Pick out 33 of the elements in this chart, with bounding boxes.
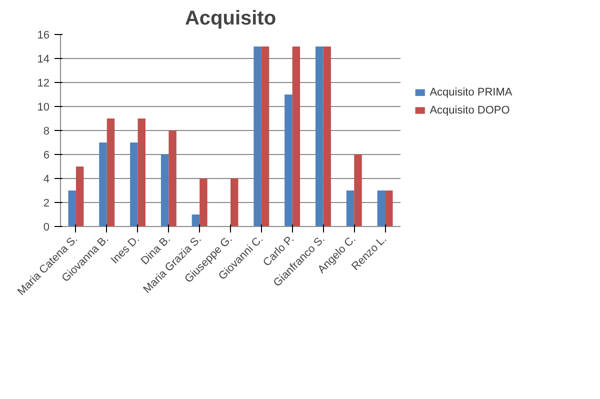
bar xyxy=(346,190,354,226)
bar xyxy=(68,190,76,226)
y-tick-label: 6 xyxy=(43,150,50,162)
chart-title: Acquisito xyxy=(184,8,276,30)
bar xyxy=(230,178,238,226)
bar xyxy=(354,154,362,226)
legend-label: Acquisito DOPO xyxy=(430,104,510,116)
bar xyxy=(192,214,200,226)
bar xyxy=(99,142,107,226)
bar xyxy=(377,190,386,226)
bar xyxy=(138,118,146,226)
bar xyxy=(316,46,324,226)
bar xyxy=(261,46,270,226)
bar xyxy=(323,46,331,226)
bar xyxy=(76,166,84,226)
y-tick-label: 4 xyxy=(43,174,50,186)
y-tick-label: 12 xyxy=(37,78,50,90)
bar xyxy=(200,178,208,226)
y-tick-label: 10 xyxy=(37,102,50,114)
bar xyxy=(292,46,300,226)
bar xyxy=(385,190,393,226)
bar xyxy=(106,118,115,226)
y-tick-label: 2 xyxy=(43,198,50,210)
bar xyxy=(130,142,138,226)
y-tick-label: 16 xyxy=(37,30,50,42)
bar xyxy=(284,94,292,226)
y-tick-label: 0 xyxy=(43,222,50,234)
legend-label: Acquisito PRIMA xyxy=(430,86,513,99)
y-tick-label: 14 xyxy=(37,54,50,66)
y-tick-label: 8 xyxy=(43,126,50,138)
bar xyxy=(254,46,262,226)
bar xyxy=(160,154,169,226)
bar xyxy=(168,130,176,226)
